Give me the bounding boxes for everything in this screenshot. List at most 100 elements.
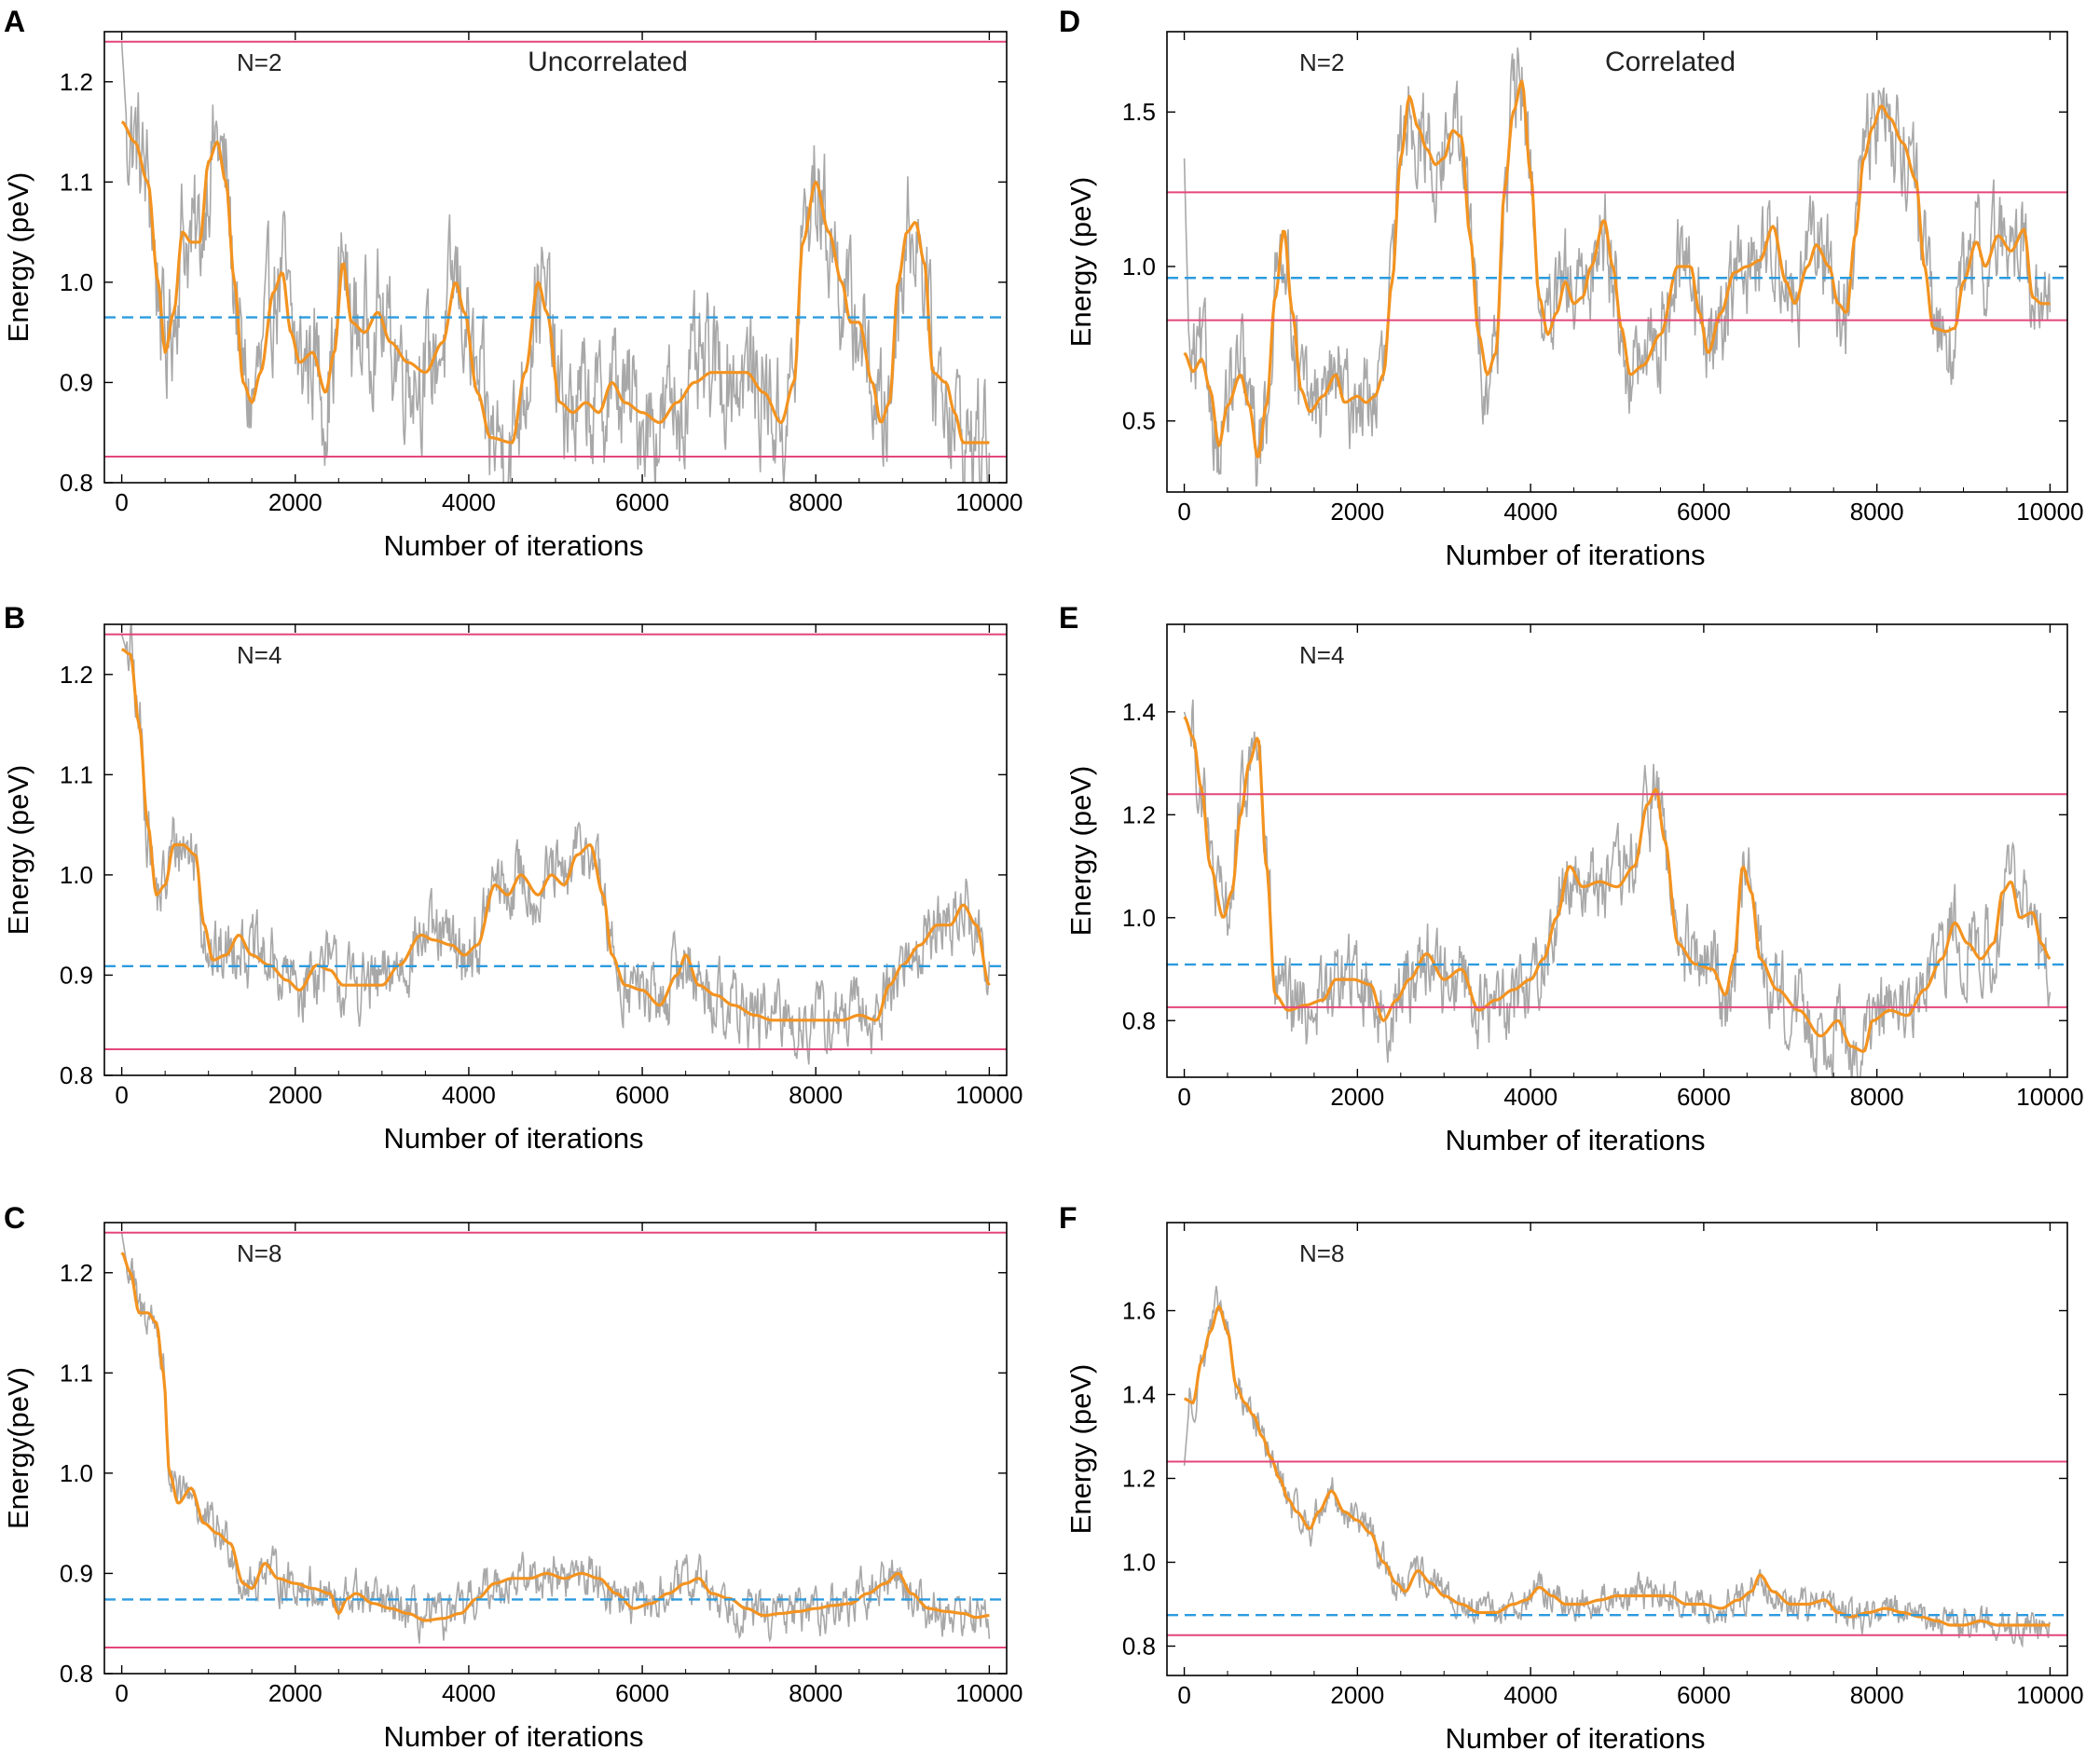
raw-energy-series bbox=[120, 1232, 991, 1644]
x-tick-label: 6000 bbox=[1677, 1083, 1731, 1111]
y-tick-label: 1.1 bbox=[60, 168, 93, 196]
y-tick-label: 0.9 bbox=[60, 368, 93, 396]
y-tick-label: 0.8 bbox=[1122, 1633, 1156, 1661]
y-tick-label: 1.5 bbox=[1122, 98, 1156, 126]
y-axis-label: Energy (peV) bbox=[1064, 1364, 1097, 1535]
x-tick-label: 8000 bbox=[789, 1081, 843, 1109]
y-tick-label: 1.2 bbox=[1122, 800, 1156, 828]
panel-c: C 0 2000 4000 6000 8000 10000 0.8 0.9 1.0 1.1 1.2 Nu… bbox=[2, 1201, 1023, 1753]
y-tick-label: 1.0 bbox=[60, 861, 93, 889]
x-axis-label: Number of iterations bbox=[1445, 539, 1705, 571]
x-tick-label: 4000 bbox=[1503, 1083, 1558, 1111]
x-tick-label: 2000 bbox=[268, 1081, 323, 1109]
y-tick-label: 1.2 bbox=[60, 68, 93, 96]
y-tick-label: 1.6 bbox=[1122, 1297, 1156, 1325]
x-tick-label: 2000 bbox=[1330, 1681, 1384, 1709]
x-tick-label: 0 bbox=[115, 1081, 128, 1109]
panel-letter: B bbox=[4, 601, 25, 635]
x-axis-label: Number of iterations bbox=[383, 529, 643, 562]
x-tick-label: 4000 bbox=[442, 488, 496, 516]
y-tick-label: 0.8 bbox=[1122, 1006, 1156, 1034]
x-tick-label: 10000 bbox=[955, 1081, 1022, 1109]
panel-b: B 0 2000 4000 6000 8000 10000 0.8 0.9 1.0 1.1 1.2 Nu… bbox=[2, 601, 1023, 1155]
x-tick-label: 0 bbox=[1177, 498, 1190, 526]
raw-energy-series bbox=[1183, 1285, 2052, 1648]
y-tick-label: 1.2 bbox=[60, 661, 93, 689]
y-tick-label: 1.0 bbox=[60, 1459, 93, 1487]
panel-a: A 0 2000 4000 6000 8000 10000 0.8 0.9 1.0 1.1 1.2 Nu… bbox=[2, 5, 1023, 562]
plot-area bbox=[1167, 47, 2067, 487]
y-tick-label: 1.0 bbox=[60, 268, 93, 296]
smoothed-energy-series bbox=[1184, 1305, 2051, 1627]
y-tick-label: 0.8 bbox=[60, 1061, 93, 1089]
plot-area bbox=[1167, 1285, 2067, 1648]
x-axis-label: Number of iterations bbox=[383, 1720, 643, 1753]
raw-energy-series bbox=[1183, 47, 2052, 487]
panel-letter: E bbox=[1059, 601, 1078, 635]
y-tick-label: 1.0 bbox=[1122, 253, 1156, 280]
sample-size-annotation: N=2 bbox=[1299, 48, 1344, 76]
panel-letter: F bbox=[1059, 1201, 1077, 1235]
x-tick-label: 2000 bbox=[268, 1679, 323, 1707]
raw-energy-series bbox=[120, 41, 991, 483]
x-tick-label: 2000 bbox=[1330, 498, 1384, 526]
y-tick-label: 1.2 bbox=[60, 1259, 93, 1287]
y-axis-label: Energy (peV) bbox=[1064, 177, 1097, 348]
x-tick-label: 0 bbox=[1177, 1681, 1190, 1709]
panel-letter: A bbox=[4, 5, 25, 38]
panel-d: D 0 2000 4000 6000 8000 10000 0.5 1.0 1.5 Number o… bbox=[1059, 5, 2084, 571]
y-axis-label: Energy (peV) bbox=[2, 765, 34, 936]
plot-area bbox=[1167, 699, 2067, 1077]
x-tick-label: 4000 bbox=[442, 1081, 496, 1109]
x-tick-label: 4000 bbox=[1503, 1681, 1558, 1709]
sample-size-annotation: N=8 bbox=[237, 1239, 281, 1267]
raw-energy-series bbox=[120, 624, 991, 1065]
plot-area bbox=[104, 624, 1007, 1065]
x-axis-label: Number of iterations bbox=[383, 1122, 643, 1155]
x-tick-label: 8000 bbox=[789, 488, 843, 516]
smoothed-energy-series bbox=[120, 1251, 990, 1622]
y-axis-label: Energy (peV) bbox=[2, 172, 34, 343]
axes-frame bbox=[103, 1222, 1008, 1675]
x-tick-label: 4000 bbox=[1503, 498, 1558, 526]
x-tick-label: 8000 bbox=[1850, 1083, 1904, 1111]
x-tick-label: 0 bbox=[115, 1679, 128, 1707]
x-tick-label: 10000 bbox=[2016, 1083, 2083, 1111]
x-tick-label: 6000 bbox=[1677, 1681, 1731, 1709]
sample-size-annotation: N=2 bbox=[237, 48, 281, 76]
x-tick-label: 0 bbox=[1177, 1083, 1190, 1111]
axes-frame bbox=[1166, 1222, 2068, 1676]
x-tick-label: 10000 bbox=[955, 488, 1022, 516]
y-tick-label: 0.5 bbox=[1122, 407, 1156, 435]
plot-title: Uncorrelated bbox=[528, 47, 688, 77]
x-tick-label: 2000 bbox=[1330, 1083, 1384, 1111]
axes-frame bbox=[1166, 31, 2068, 493]
smoothed-energy-series bbox=[1183, 79, 2051, 458]
y-tick-label: 1.2 bbox=[1122, 1465, 1156, 1493]
sample-size-annotation: N=8 bbox=[1299, 1239, 1344, 1267]
y-tick-label: 0.9 bbox=[60, 961, 93, 989]
x-tick-label: 10000 bbox=[2016, 498, 2083, 526]
plot-area bbox=[104, 1231, 1007, 1649]
panel-letter: D bbox=[1059, 5, 1080, 38]
smoothed-energy-series bbox=[1183, 716, 2052, 1053]
y-tick-label: 1.4 bbox=[1122, 1381, 1156, 1409]
x-tick-label: 0 bbox=[115, 488, 128, 516]
smoothed-energy-series bbox=[121, 648, 991, 1022]
y-tick-label: 0.8 bbox=[60, 469, 93, 497]
y-tick-label: 0.9 bbox=[60, 1559, 93, 1587]
x-tick-label: 6000 bbox=[615, 488, 669, 516]
x-tick-label: 6000 bbox=[615, 1679, 669, 1707]
x-tick-label: 8000 bbox=[1850, 1681, 1904, 1709]
y-tick-label: 0.8 bbox=[60, 1660, 93, 1688]
y-axis-label: Energy (peV) bbox=[1064, 766, 1097, 937]
x-tick-label: 8000 bbox=[1850, 498, 1904, 526]
x-tick-label: 6000 bbox=[1677, 498, 1731, 526]
sample-size-annotation: N=4 bbox=[1299, 641, 1344, 669]
raw-energy-series bbox=[1183, 699, 2052, 1077]
y-tick-label: 1.4 bbox=[1122, 698, 1156, 726]
x-tick-label: 4000 bbox=[442, 1679, 496, 1707]
panel-e: E 0 2000 4000 6000 8000 10000 0.8 1.0 1.2 1.4 Numbe… bbox=[1059, 601, 2084, 1156]
plot-title: Correlated bbox=[1605, 47, 1736, 77]
